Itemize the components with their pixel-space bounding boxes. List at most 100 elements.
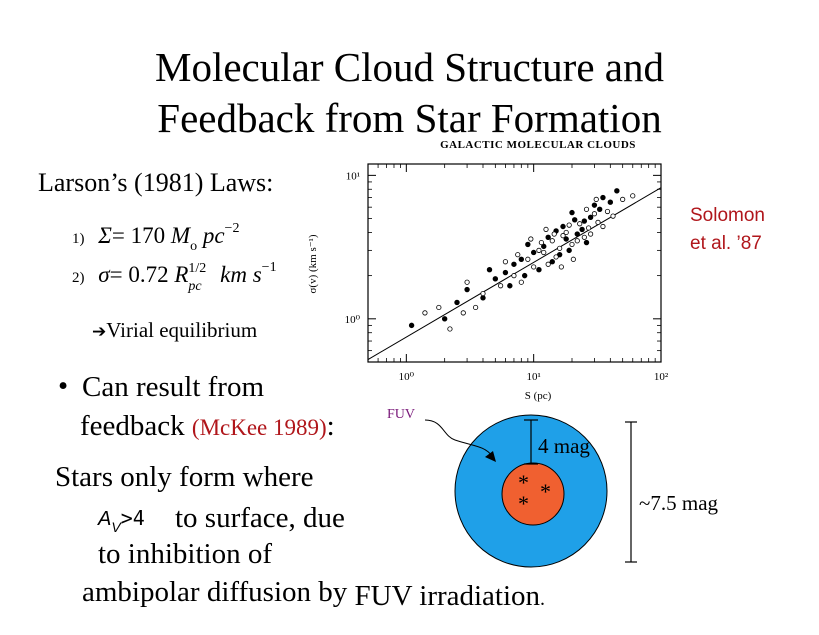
data-point-open [630,193,636,199]
x-axis-label: S (pc) [525,390,552,402]
law-1-value: = 170 [111,223,166,248]
citation-line1: Solomon [690,205,765,226]
data-point-filled [571,217,578,223]
data-point-open [583,206,590,212]
data-point-open [436,304,442,311]
data-point-filled [587,214,594,221]
stars-line4-a: ambipolar diffusion by [82,576,348,608]
av-value: >4 [120,506,145,530]
av-A: A [98,508,112,530]
data-point-filled [486,266,493,273]
arrow-right-icon: ➔ [92,322,107,342]
data-point-open [566,222,572,228]
data-point-open [531,264,537,270]
data-point-filled [600,194,606,201]
virial-text: Virial equilibrium [106,318,258,342]
data-point-filled [492,276,499,282]
data-point-open [536,247,542,253]
av-condition: AV>4 [98,506,145,535]
data-point-open [447,326,453,332]
data-point-open [563,229,569,236]
data-point-open [569,241,575,248]
stars-line3: to inhibition of [98,538,272,570]
mag4-label: 4 mag [538,434,590,458]
data-point-filled [574,231,580,237]
data-point-open [558,264,564,270]
law-1-sigma: Σ [98,223,112,248]
bullet-line1: Can result from [82,371,265,403]
star-icon: * [518,470,529,495]
law-1-number: 1) [72,231,85,247]
data-point-filled [511,261,517,267]
data-point-open [553,254,559,260]
law-1: 1) Σ= 170 Mo pc−2 [72,221,240,254]
data-point-filled [480,295,486,301]
data-point-open [422,310,428,316]
y-tick-label: 10¹ [346,170,360,182]
bullet-feedback: feedback [80,410,185,442]
stars-line4: ambipolar diffusion by FUV irradiation. [82,576,546,612]
data-point-open [604,208,611,215]
y-tick-label: 10⁰ [345,314,361,326]
data-point-filled [454,299,460,306]
data-point-open [498,283,504,289]
data-point-open [464,279,470,285]
bullet-dot: • [58,370,69,402]
data-point-open [538,239,544,246]
slide-title-line2: Feedback from Star Formation [157,95,662,141]
slide-title-line1: Molecular Cloud Structure and [155,44,664,90]
data-point-open [515,252,521,258]
data-point-open [460,310,466,316]
data-point-open [551,231,557,237]
plot-frame [367,163,662,363]
data-point-filled [525,241,531,248]
law-2-number: 2) [72,270,85,286]
data-point-open [585,225,592,231]
law-1-pc: pc [202,223,225,248]
data-point-open [511,273,517,279]
data-point-open [545,261,551,267]
data-point-filled [591,202,598,208]
axis-ticks: 10⁰ 10¹ 10² 10⁰ 10¹ [345,164,669,383]
data-point-open [610,213,616,219]
data-point-filled [607,199,614,205]
data-point-filled [581,218,588,224]
data-point-open [541,249,547,256]
data-points [408,188,636,332]
data-point-filled [560,223,566,230]
cloud-diagram: FUV 4 mag ~7.5 mag * * * [387,407,719,568]
data-point-open [577,221,583,227]
law-2-s: s [252,262,262,287]
inner-core-circle [501,462,565,526]
data-point-filled [541,243,547,250]
laws-heading: Larson’s (1981) Laws: [38,168,274,197]
law-1-exp: −2 [224,221,240,236]
data-point-open [557,245,563,251]
bullet-colon: : [326,410,335,442]
stars-line4-c: . [540,588,546,610]
bullet-reference: (McKee 1989) [191,415,327,440]
data-point-open [560,233,566,239]
data-point-filled [536,266,542,273]
data-point-open [574,238,580,244]
data-point-filled [596,206,603,212]
data-point-open [480,290,486,297]
data-point-open [518,279,524,285]
law-2-km: km [220,262,247,287]
data-point-filled [614,188,620,194]
data-point-filled [502,269,509,276]
data-point-open [581,234,587,240]
law-2-R-sub: pc [188,279,202,294]
data-point-filled [563,236,569,242]
stars-line1: Stars only form where [55,461,314,493]
data-point-open [502,259,509,265]
mag75-label: ~7.5 mag [639,491,719,515]
fuv-label: FUV [387,407,415,422]
data-point-filled [583,239,590,246]
law-1-M: M [170,223,191,248]
scatter-chart: GALACTIC MOLECULAR CLOUDS 10⁰ 10¹ 10²10⁰10… [307,139,669,402]
data-point-filled [549,259,555,265]
data-point-filled [530,249,537,256]
stars-line4-b: FUV irradiation [354,580,541,612]
data-point-open [549,238,555,244]
